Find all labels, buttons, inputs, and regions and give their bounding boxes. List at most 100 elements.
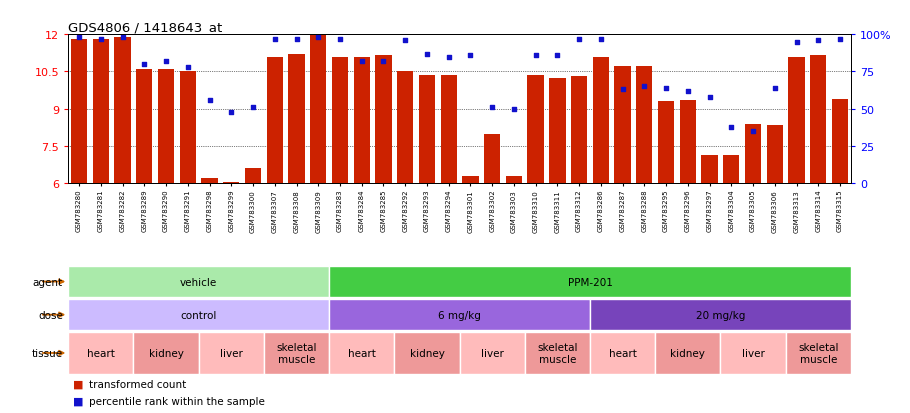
Bar <box>484 134 500 184</box>
Bar <box>832 100 848 184</box>
Text: 6 mg/kg: 6 mg/kg <box>438 310 481 320</box>
Text: heart: heart <box>609 348 636 358</box>
Bar <box>462 176 479 184</box>
Point <box>72 35 86 41</box>
Bar <box>93 40 109 184</box>
Bar <box>267 57 283 184</box>
Text: ■: ■ <box>73 379 84 389</box>
Text: vehicle: vehicle <box>180 277 217 287</box>
Bar <box>354 57 369 184</box>
Point <box>463 52 478 59</box>
Point <box>724 124 739 131</box>
Bar <box>766 126 783 184</box>
Point <box>311 35 326 41</box>
Bar <box>397 72 413 184</box>
Point <box>637 84 652 90</box>
Point <box>529 52 543 59</box>
Point <box>485 104 500 111</box>
Point <box>224 109 238 116</box>
Bar <box>528 76 544 184</box>
Point <box>703 94 717 101</box>
Bar <box>394 332 460 374</box>
Bar <box>264 332 329 374</box>
Bar <box>550 78 565 184</box>
Point <box>441 54 456 61</box>
Text: liver: liver <box>742 348 764 358</box>
Bar <box>655 332 721 374</box>
Bar <box>745 124 761 184</box>
Bar <box>658 102 674 184</box>
Bar <box>419 76 435 184</box>
Point <box>571 36 586 43</box>
Bar <box>68 299 329 330</box>
Point <box>420 51 434 58</box>
Point <box>137 62 152 68</box>
Point <box>615 87 630 93</box>
Text: dose: dose <box>38 310 63 320</box>
Point <box>833 36 847 43</box>
Bar <box>590 299 851 330</box>
Bar <box>525 332 590 374</box>
Bar <box>68 266 329 297</box>
Bar <box>198 332 264 374</box>
Point <box>354 59 369 65</box>
Point <box>333 36 348 43</box>
Text: transformed count: transformed count <box>89 379 187 389</box>
Bar <box>788 57 804 184</box>
Bar <box>158 70 174 184</box>
Point <box>289 36 304 43</box>
Text: skeletal
muscle: skeletal muscle <box>798 342 838 364</box>
Bar <box>115 38 131 184</box>
Bar <box>460 332 525 374</box>
Bar <box>785 332 851 374</box>
Point <box>681 88 695 95</box>
Bar <box>375 56 391 184</box>
Text: PPM-201: PPM-201 <box>568 277 612 287</box>
Text: percentile rank within the sample: percentile rank within the sample <box>89 396 265 406</box>
Text: skeletal
muscle: skeletal muscle <box>537 342 578 364</box>
Bar <box>702 155 718 184</box>
Text: ■: ■ <box>73 396 84 406</box>
Bar <box>590 332 655 374</box>
Point <box>246 104 260 111</box>
Bar <box>136 70 153 184</box>
Bar <box>721 332 785 374</box>
Point <box>180 64 195 71</box>
Bar <box>245 169 261 184</box>
Point <box>745 128 760 135</box>
Bar <box>810 56 826 184</box>
Text: control: control <box>180 310 217 320</box>
Point <box>202 97 217 104</box>
Text: agent: agent <box>33 277 63 287</box>
Point <box>767 85 782 92</box>
Point <box>94 36 108 43</box>
Text: tissue: tissue <box>32 348 63 358</box>
Bar <box>614 67 631 184</box>
Bar <box>134 332 198 374</box>
Text: liver: liver <box>220 348 243 358</box>
Bar <box>329 266 851 297</box>
Text: 20 mg/kg: 20 mg/kg <box>696 310 745 320</box>
Bar <box>680 101 696 184</box>
Bar <box>332 57 349 184</box>
Bar <box>592 57 609 184</box>
Point <box>398 38 412 44</box>
Bar <box>636 67 652 184</box>
Point <box>507 106 521 113</box>
Point <box>158 59 173 65</box>
Point <box>376 59 390 65</box>
Point <box>593 36 608 43</box>
Text: kidney: kidney <box>148 348 184 358</box>
Point <box>550 52 564 59</box>
Text: heart: heart <box>348 348 376 358</box>
Bar <box>440 76 457 184</box>
Bar <box>68 332 134 374</box>
Bar <box>571 77 587 184</box>
Bar <box>288 55 305 184</box>
Text: skeletal
muscle: skeletal muscle <box>277 342 317 364</box>
Point <box>268 36 282 43</box>
Text: kidney: kidney <box>671 348 705 358</box>
Bar <box>201 179 217 184</box>
Bar <box>71 40 87 184</box>
Point <box>789 39 804 46</box>
